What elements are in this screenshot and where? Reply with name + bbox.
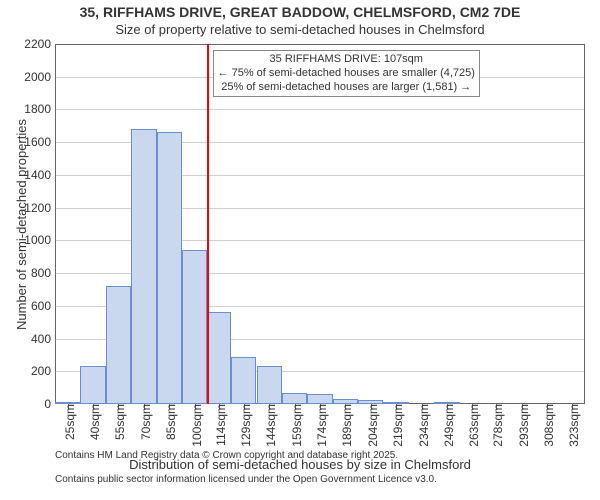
x-tick-label: 293sqm <box>513 404 531 447</box>
annotation-line: 35 RIFFHAMS DRIVE: 107sqm <box>218 53 475 67</box>
histogram-bar <box>106 286 131 404</box>
y-tick-label: 2200 <box>24 37 55 51</box>
annotation-line: 25% of semi-detached houses are larger (… <box>218 81 475 95</box>
marker-line <box>207 44 209 404</box>
y-tick-label: 1600 <box>24 135 55 149</box>
x-tick-label: 308sqm <box>538 404 556 447</box>
y-tick-label: 1200 <box>24 201 55 215</box>
y-tick-label: 0 <box>44 397 55 411</box>
chart-container: 35, RIFFHAMS DRIVE, GREAT BADDOW, CHELMS… <box>0 0 600 500</box>
histogram-bar <box>231 357 256 404</box>
y-tick-label: 800 <box>31 266 55 280</box>
bars-layer <box>55 44 585 404</box>
x-tick-label: 278sqm <box>487 404 505 447</box>
histogram-bar <box>131 129 156 404</box>
chart-subtitle: Size of property relative to semi-detach… <box>0 22 600 37</box>
x-tick-label: 40sqm <box>84 404 102 440</box>
footer-text: Contains HM Land Registry data © Crown c… <box>55 438 437 498</box>
x-tick-label: 263sqm <box>463 404 481 447</box>
y-tick-label: 1000 <box>24 233 55 247</box>
y-tick-label: 2000 <box>24 70 55 84</box>
histogram-bar <box>182 250 207 404</box>
histogram-bar <box>80 366 105 404</box>
histogram-bar <box>157 132 182 404</box>
chart-title: 35, RIFFHAMS DRIVE, GREAT BADDOW, CHELMS… <box>0 4 600 20</box>
footer-line: Contains public sector information licen… <box>55 474 437 486</box>
x-tick-label: 249sqm <box>438 404 456 447</box>
footer-line: Contains HM Land Registry data © Crown c… <box>55 450 437 462</box>
annotation-line: ← 75% of semi-detached houses are smalle… <box>218 67 475 81</box>
y-tick-label: 1800 <box>24 102 55 116</box>
x-tick-label: 323sqm <box>563 404 581 447</box>
x-tick-label: 25sqm <box>59 404 77 440</box>
y-axis-label: Number of semi-detached properties <box>14 119 29 330</box>
histogram-bar <box>307 394 332 404</box>
x-tick-label: 55sqm <box>109 404 127 440</box>
histogram-bar <box>282 393 307 404</box>
y-tick-label: 200 <box>31 364 55 378</box>
y-tick-label: 600 <box>31 299 55 313</box>
histogram-bar <box>257 366 282 404</box>
plot-area: 35 RIFFHAMS DRIVE: 107sqm ← 75% of semi-… <box>55 44 585 404</box>
y-tick-label: 1400 <box>24 168 55 182</box>
annotation-box: 35 RIFFHAMS DRIVE: 107sqm ← 75% of semi-… <box>213 50 480 97</box>
histogram-bar <box>207 312 231 404</box>
x-tick-label: 70sqm <box>135 404 153 440</box>
x-tick-label: 85sqm <box>160 404 178 440</box>
y-tick-label: 400 <box>31 332 55 346</box>
